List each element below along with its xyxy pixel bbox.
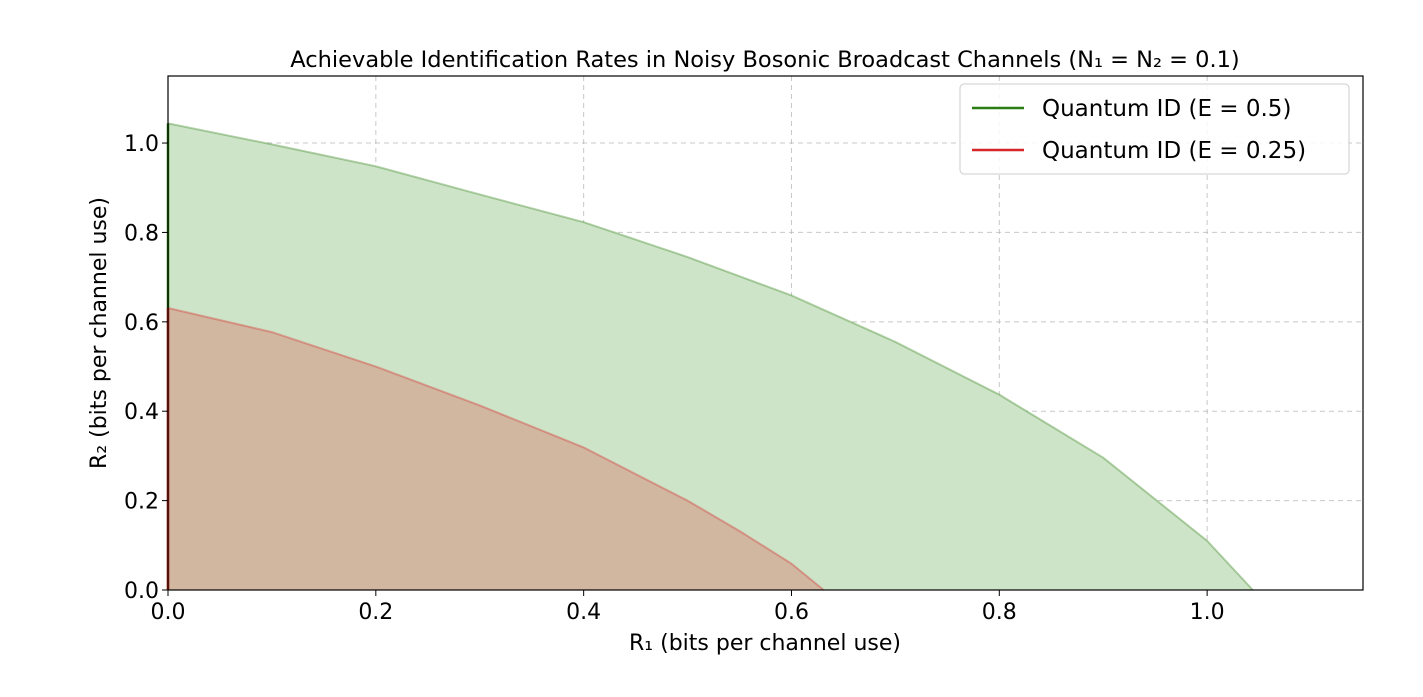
plot-area [166,75,1364,591]
series-areas [168,123,1253,590]
x-tick-label: 0.4 [566,600,601,625]
series-0-curve [167,122,1254,591]
y-tick-label: 0.4 [124,400,159,425]
y-axis-title: R₂ (bits per channel use) [87,197,112,469]
legend-label-e-0-5: Quantum ID (E = 0.5) [1042,96,1291,122]
x-axis: 0.0 0.2 0.4 0.6 0.8 1.0 [151,590,1225,625]
y-axis: 0.0 0.2 0.4 0.6 0.8 1.0 [124,132,168,604]
plot-frame [167,75,1364,591]
y-tick-label: 0.2 [124,490,159,515]
x-axis-title: R₁ (bits per channel use) [629,631,901,656]
series-1-area [168,307,824,590]
x-tick-label: 0.8 [982,600,1017,625]
legend-box [959,83,1350,175]
x-tick-label: 1.0 [1190,600,1225,625]
chart-title: Achievable Identification Rates in Noisy… [290,47,1239,73]
legend-label-e-0-25: Quantum ID (E = 0.25) [1042,138,1306,164]
x-tick-label: 0.6 [774,600,809,625]
x-tick-label: 0.2 [358,600,393,625]
y-tick-label: 0.8 [124,221,159,246]
legend: Quantum ID (E = 0.5) Quantum ID (E = 0.2… [959,83,1350,175]
y-tick-label: 1.0 [124,132,159,157]
series-1-curve [167,306,825,591]
y-tick-label: 0.0 [124,579,159,604]
y-tick-label: 0.6 [124,311,159,336]
x-tick-label: 0.0 [151,600,186,625]
